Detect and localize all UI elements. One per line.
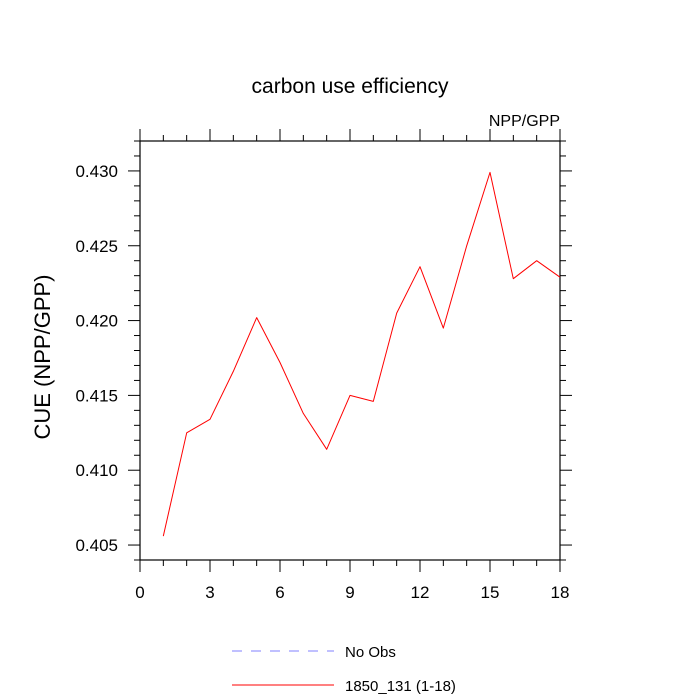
series-point xyxy=(302,412,304,414)
series-point xyxy=(372,400,374,402)
series-point xyxy=(395,312,397,314)
series-point xyxy=(349,394,351,396)
series-point xyxy=(185,432,187,434)
chart-title: carbon use efficiency xyxy=(252,75,449,98)
legend: No Obs 1850_131 (1-18) xyxy=(232,644,456,695)
y-tick-label: 0.405 xyxy=(75,536,118,555)
series-point xyxy=(559,276,561,278)
series-point xyxy=(512,277,514,279)
series-point xyxy=(465,245,467,247)
series-point xyxy=(419,266,421,268)
series-point xyxy=(325,448,327,450)
y-tick-label: 0.425 xyxy=(75,237,118,256)
series-point xyxy=(279,361,281,363)
legend-label: No Obs xyxy=(345,644,396,661)
x-tick-label: 12 xyxy=(411,583,430,602)
x-tick-label: 15 xyxy=(481,583,500,602)
y-axis-label: CUE (NPP/GPP) xyxy=(30,274,55,439)
series-point xyxy=(255,316,257,318)
series-point xyxy=(442,327,444,329)
series-point xyxy=(232,370,234,372)
x-tick-label: 3 xyxy=(205,583,214,602)
chart-subtitle: NPP/GPP xyxy=(489,113,560,130)
y-tick-label: 0.430 xyxy=(75,162,118,181)
y-tick-label: 0.420 xyxy=(75,312,118,331)
series-layer xyxy=(162,171,561,537)
y-tick-label: 0.415 xyxy=(75,386,118,405)
series-point xyxy=(535,260,537,262)
legend-label: 1850_131 (1-18) xyxy=(345,678,456,695)
series-line xyxy=(162,171,561,537)
x-tick-label: 9 xyxy=(345,583,354,602)
x-tick-label: 6 xyxy=(275,583,284,602)
series-point xyxy=(162,535,164,537)
x-tick-label: 18 xyxy=(551,583,570,602)
x-tick-label: 0 xyxy=(135,583,144,602)
y-tick-label: 0.410 xyxy=(75,461,118,480)
series-point xyxy=(489,171,491,173)
axes: 0 3 6 9 12 15 18 0.405 0.410 0.415 0.420 0.425 0.430 xyxy=(75,129,572,602)
series-point xyxy=(209,418,211,420)
